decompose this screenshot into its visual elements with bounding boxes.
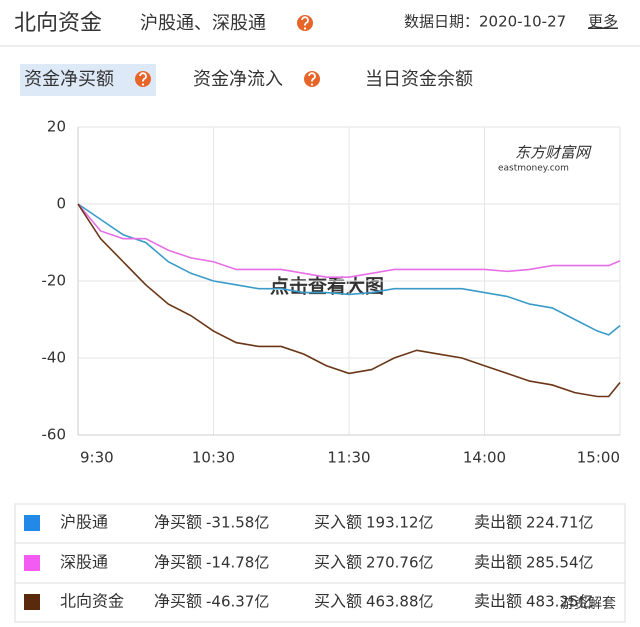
- footer-watermark: 游资解套: [560, 596, 616, 612]
- subtitle: 沪股通、深股通: [140, 13, 266, 34]
- y-tick-label: 0: [56, 195, 66, 213]
- help-icon[interactable]: [304, 71, 320, 87]
- help-icon[interactable]: [135, 71, 151, 87]
- watermark-url: eastmoney.com: [498, 164, 569, 174]
- date-label: 数据日期：2020-10-27: [404, 13, 566, 31]
- net-value: -31.58亿: [206, 514, 269, 532]
- buy-label: 买入额: [314, 513, 362, 532]
- y-tick-label: -20: [42, 272, 67, 290]
- table-frame: [14, 503, 626, 623]
- help-icon[interactable]: [297, 15, 313, 31]
- watermark-overlay[interactable]: 点击查看大图: [270, 275, 384, 298]
- more-link[interactable]: 更多: [588, 13, 618, 31]
- x-tick-label: 14:00: [463, 449, 506, 467]
- sell-value: 483.25亿: [526, 593, 594, 611]
- x-tick-label: 11:30: [327, 449, 370, 467]
- sell-label: 卖出额: [474, 592, 522, 611]
- net-value: -14.78亿: [206, 554, 269, 572]
- watermark-logo: 东方财富网: [515, 144, 592, 162]
- series-line: [77, 203, 621, 278]
- legend-swatch: [24, 555, 40, 571]
- x-tick-label: 15:00: [577, 449, 620, 467]
- y-tick-label: -40: [42, 349, 67, 367]
- net-label: 净买额: [154, 513, 202, 532]
- buy-label: 买入额: [314, 592, 362, 611]
- buy-value: 270.76亿: [366, 554, 434, 572]
- buy-value: 463.88亿: [366, 593, 434, 611]
- sell-value: 224.71亿: [526, 514, 594, 532]
- tab[interactable]: 资金净流入: [193, 69, 283, 90]
- legend-name: 沪股通: [60, 513, 108, 532]
- x-tick-label: 9:30: [80, 449, 114, 467]
- buy-value: 193.12亿: [366, 514, 434, 532]
- sell-label: 卖出额: [474, 513, 522, 532]
- buy-label: 买入额: [314, 553, 362, 572]
- y-tick-label: -60: [42, 426, 67, 444]
- tab[interactable]: 资金净买额: [24, 69, 114, 90]
- x-tick-label: 10:30: [192, 449, 235, 467]
- legend-swatch: [24, 515, 40, 531]
- net-value: -46.37亿: [206, 593, 269, 611]
- sell-value: 285.54亿: [526, 554, 594, 572]
- sell-label: 卖出额: [474, 553, 522, 572]
- tab[interactable]: 当日资金余额: [365, 69, 473, 90]
- net-label: 净买额: [154, 592, 202, 611]
- page-title: 北向资金: [14, 11, 102, 36]
- legend-name: 深股通: [60, 553, 108, 572]
- series-line: [77, 203, 621, 336]
- active-tab-bg: [20, 64, 156, 96]
- y-tick-label: 20: [47, 118, 66, 136]
- legend-swatch: [24, 594, 40, 610]
- series-line: [77, 203, 621, 398]
- legend-name: 北向资金: [60, 592, 124, 611]
- net-label: 净买额: [154, 553, 202, 572]
